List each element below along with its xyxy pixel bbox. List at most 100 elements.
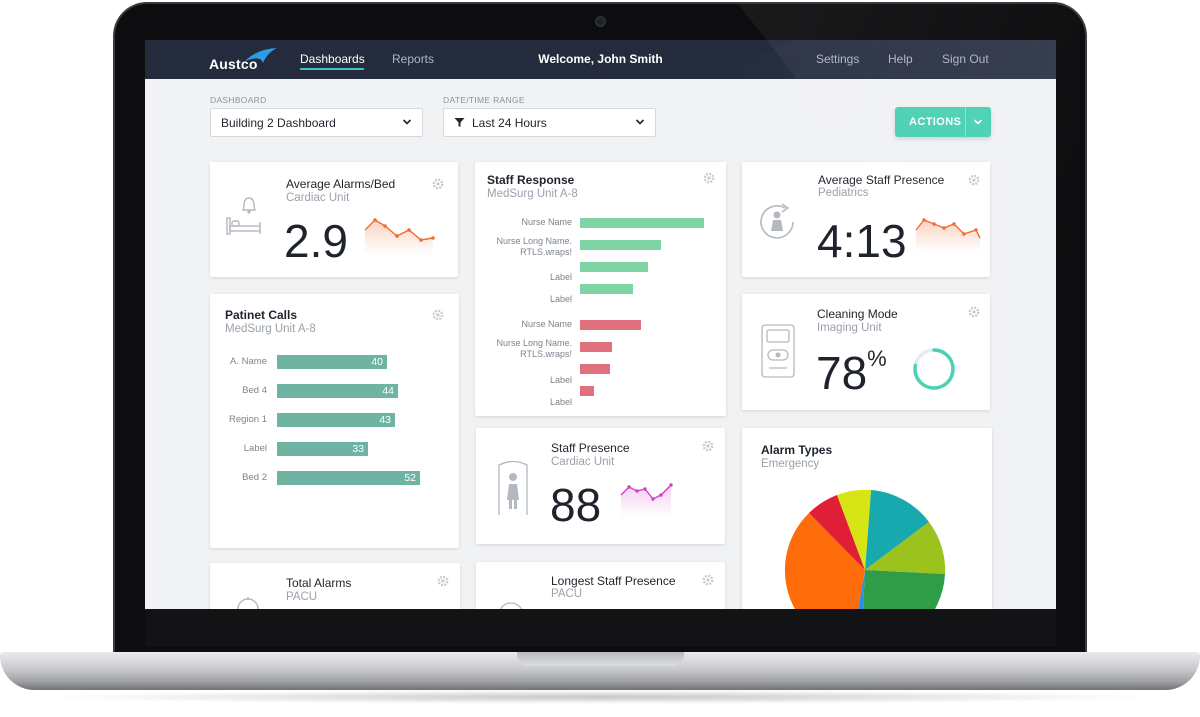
bar-label: Label (243, 443, 267, 454)
screen-bezel (145, 609, 1056, 647)
bar-value: 40 (371, 356, 383, 368)
bar-value: 44 (382, 385, 394, 397)
dashboard-screen: Austco Dashboards Reports Welcome, John … (145, 40, 1056, 609)
gear-icon[interactable] (432, 309, 444, 321)
card-subtitle: Emergency (761, 458, 820, 470)
chevron-down-icon[interactable] (973, 118, 983, 126)
bar[interactable] (580, 262, 648, 272)
card-title: Staff Response (487, 173, 575, 187)
camera-icon (595, 16, 606, 27)
card-subtitle: Imaging Unit (817, 322, 882, 334)
bar[interactable] (580, 320, 641, 330)
bar[interactable] (580, 386, 594, 396)
card-staff-response[interactable]: Staff Response MedSurg Unit A-8 Nurse Na… (475, 162, 726, 416)
card-subtitle: Cardiac Unit (286, 192, 350, 204)
gear-icon[interactable] (702, 440, 714, 452)
bar[interactable] (580, 364, 610, 374)
card-title: Patinet Calls (225, 308, 298, 322)
bar-label: Nurse Name (521, 319, 572, 329)
actions-divider (965, 107, 966, 137)
bar-label: Label (549, 272, 572, 282)
card-title: Average Alarms/Bed (286, 177, 396, 191)
card-subtitle: MedSurg Unit A-8 (225, 323, 316, 335)
nav-settings[interactable]: Settings (816, 52, 860, 66)
bar-label: A. Name (230, 356, 267, 367)
nav-help[interactable]: Help (888, 52, 913, 66)
logo-swoosh-icon (245, 48, 277, 63)
bar-label: Label (549, 294, 572, 304)
bar[interactable] (580, 342, 612, 352)
gear-icon[interactable] (432, 178, 444, 190)
card-subtitle: Pediatrics (818, 187, 869, 199)
gear-icon[interactable] (968, 174, 980, 186)
gear-icon[interactable] (968, 306, 980, 318)
date-range-select[interactable]: Last 24 Hours (443, 108, 656, 137)
sparkline-chart (620, 483, 673, 517)
pie-slice-red (809, 495, 865, 570)
laptop-notch (517, 652, 684, 666)
card-average-alarms-bed[interactable]: Average Alarms/Bed Cardiac Unit 2.9 (210, 162, 458, 277)
bar[interactable]: 40 (277, 355, 387, 369)
cleaning-device-icon (761, 324, 795, 378)
date-range-field-label: DATE/TIME RANGE (443, 95, 525, 105)
bar[interactable] (580, 284, 633, 294)
bar-label: Nurse Name (521, 217, 572, 227)
average-staff-presence-value: 4:13 (817, 215, 907, 267)
bar-label: Bed 4 (242, 385, 267, 396)
card-total-alarms[interactable]: Total Alarms PACU (210, 563, 460, 609)
pie-slice-green (863, 570, 945, 609)
card-title: Longest Staff Presence (551, 574, 676, 588)
gear-icon[interactable] (703, 172, 715, 184)
pie-slice-lime (865, 522, 946, 574)
alarm-types-pie-chart (784, 489, 946, 609)
card-title: Total Alarms (286, 576, 352, 590)
bed-icon (226, 197, 261, 235)
average-alarms-value: 2.9 (284, 215, 348, 267)
card-subtitle: PACU (551, 588, 583, 600)
card-cleaning-mode[interactable]: Cleaning Mode Imaging Unit 78% (742, 294, 990, 410)
pie-slice-yellow (837, 489, 871, 570)
card-average-staff-presence[interactable]: Average Staff Presence Pediatrics 4:13 (742, 162, 990, 277)
bar-label: Nurse Long Name. RTLS.wraps! (496, 236, 572, 258)
dashboard-select[interactable]: Building 2 Dashboard (210, 108, 423, 137)
bar[interactable]: 33 (277, 442, 368, 456)
date-range-select-value: Last 24 Hours (472, 115, 547, 130)
card-subtitle: MedSurg Unit A-8 (487, 188, 578, 200)
bar[interactable]: 44 (277, 384, 398, 398)
bar-label: Nurse Long Name. RTLS.wraps! (496, 338, 572, 360)
bar[interactable]: 52 (277, 471, 420, 485)
dashboard-field-label: DASHBOARD (210, 95, 267, 105)
dashboard-select-value: Building 2 Dashboard (221, 115, 336, 130)
cleaning-mode-value: 78% (816, 348, 887, 397)
actions-button-label: ACTIONS (909, 116, 962, 128)
actions-button[interactable]: ACTIONS (895, 107, 991, 137)
bar-value: 43 (379, 414, 391, 426)
card-title: Staff Presence (551, 441, 630, 455)
card-subtitle: PACU (286, 591, 318, 603)
gear-icon[interactable] (437, 575, 449, 587)
chevron-down-icon (635, 119, 645, 125)
pie-slice-blue (858, 570, 865, 609)
card-alarm-types[interactable]: Alarm Types Emergency (742, 428, 992, 609)
active-nav-indicator (300, 68, 364, 70)
laptop-shadow (40, 690, 1160, 704)
nav-dashboards[interactable]: Dashboards (300, 52, 365, 66)
staff-rotation-icon (760, 203, 794, 239)
card-title: Cleaning Mode (817, 307, 898, 321)
card-staff-presence[interactable]: Staff Presence Cardiac Unit 88 (476, 428, 725, 544)
top-navigation-bar: Austco Dashboards Reports Welcome, John … (145, 40, 1056, 79)
chevron-down-icon (402, 119, 412, 125)
stopwatch-icon (237, 597, 259, 609)
nav-reports[interactable]: Reports (392, 52, 435, 66)
gear-icon[interactable] (702, 574, 714, 586)
austco-logo[interactable]: Austco (209, 48, 277, 72)
bar[interactable]: 43 (277, 413, 395, 427)
bar[interactable] (580, 218, 704, 228)
nav-sign-out[interactable]: Sign Out (942, 52, 989, 66)
pie-slice-teal (865, 490, 929, 570)
bar[interactable] (580, 240, 661, 250)
sparkline-chart (915, 218, 981, 252)
card-title: Average Staff Presence (818, 173, 945, 187)
card-longest-staff-presence[interactable]: Longest Staff Presence PACU (476, 562, 725, 609)
card-patient-calls[interactable]: Patinet Calls MedSurg Unit A-8 A. Name 40… (210, 294, 459, 548)
